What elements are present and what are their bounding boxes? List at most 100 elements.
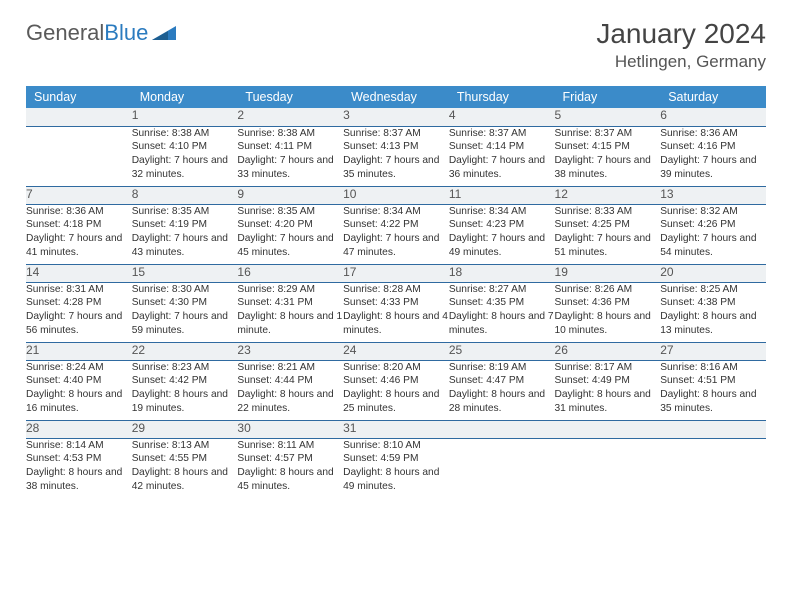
sunrise-text: Sunrise: 8:34 AM xyxy=(343,205,449,219)
day-number: 7 xyxy=(26,186,132,204)
day-number: 13 xyxy=(660,186,766,204)
daylight-text: Daylight: 8 hours and 19 minutes. xyxy=(132,388,238,416)
day-number: 31 xyxy=(343,420,449,438)
daylight-text: Daylight: 8 hours and 10 minutes. xyxy=(555,310,661,338)
day-number: 15 xyxy=(132,264,238,282)
day-number-row: 28293031 xyxy=(26,420,766,438)
daylight-text: Daylight: 7 hours and 43 minutes. xyxy=(132,232,238,260)
day-number: 4 xyxy=(449,108,555,126)
day-number: 28 xyxy=(26,420,132,438)
sunrise-text: Sunrise: 8:26 AM xyxy=(555,283,661,297)
sunset-text: Sunset: 4:55 PM xyxy=(132,452,238,466)
sunset-text: Sunset: 4:35 PM xyxy=(449,296,555,310)
weekday-header: Thursday xyxy=(449,86,555,108)
day-cell xyxy=(660,438,766,498)
sunrise-text: Sunrise: 8:10 AM xyxy=(343,439,449,453)
daylight-text: Daylight: 8 hours and 7 minutes. xyxy=(449,310,555,338)
sunset-text: Sunset: 4:36 PM xyxy=(555,296,661,310)
day-cell: Sunrise: 8:24 AMSunset: 4:40 PMDaylight:… xyxy=(26,360,132,420)
weekday-header: Monday xyxy=(132,86,238,108)
sunset-text: Sunset: 4:20 PM xyxy=(237,218,343,232)
sunrise-text: Sunrise: 8:28 AM xyxy=(343,283,449,297)
sunset-text: Sunset: 4:44 PM xyxy=(237,374,343,388)
daylight-text: Daylight: 7 hours and 33 minutes. xyxy=(237,154,343,182)
day-cell xyxy=(555,438,661,498)
day-number: 17 xyxy=(343,264,449,282)
day-number xyxy=(660,420,766,438)
sunset-text: Sunset: 4:47 PM xyxy=(449,374,555,388)
daylight-text: Daylight: 8 hours and 35 minutes. xyxy=(660,388,766,416)
daylight-text: Daylight: 7 hours and 59 minutes. xyxy=(132,310,238,338)
day-cell: Sunrise: 8:16 AMSunset: 4:51 PMDaylight:… xyxy=(660,360,766,420)
day-number: 10 xyxy=(343,186,449,204)
sunset-text: Sunset: 4:16 PM xyxy=(660,140,766,154)
daylight-text: Daylight: 8 hours and 4 minutes. xyxy=(343,310,449,338)
sunset-text: Sunset: 4:30 PM xyxy=(132,296,238,310)
sunrise-text: Sunrise: 8:35 AM xyxy=(132,205,238,219)
sunset-text: Sunset: 4:33 PM xyxy=(343,296,449,310)
daylight-text: Daylight: 8 hours and 22 minutes. xyxy=(237,388,343,416)
day-cell: Sunrise: 8:20 AMSunset: 4:46 PMDaylight:… xyxy=(343,360,449,420)
sunrise-text: Sunrise: 8:37 AM xyxy=(343,127,449,141)
day-number: 8 xyxy=(132,186,238,204)
day-cell: Sunrise: 8:10 AMSunset: 4:59 PMDaylight:… xyxy=(343,438,449,498)
day-cell: Sunrise: 8:35 AMSunset: 4:20 PMDaylight:… xyxy=(237,204,343,264)
sunset-text: Sunset: 4:18 PM xyxy=(26,218,132,232)
daylight-text: Daylight: 7 hours and 36 minutes. xyxy=(449,154,555,182)
sunrise-text: Sunrise: 8:30 AM xyxy=(132,283,238,297)
day-number xyxy=(449,420,555,438)
day-number: 14 xyxy=(26,264,132,282)
day-number: 29 xyxy=(132,420,238,438)
day-cell: Sunrise: 8:37 AMSunset: 4:15 PMDaylight:… xyxy=(555,126,661,186)
sunrise-text: Sunrise: 8:25 AM xyxy=(660,283,766,297)
daylight-text: Daylight: 8 hours and 42 minutes. xyxy=(132,466,238,494)
day-cell: Sunrise: 8:31 AMSunset: 4:28 PMDaylight:… xyxy=(26,282,132,342)
day-cell: Sunrise: 8:21 AMSunset: 4:44 PMDaylight:… xyxy=(237,360,343,420)
day-number: 6 xyxy=(660,108,766,126)
sunset-text: Sunset: 4:19 PM xyxy=(132,218,238,232)
sunset-text: Sunset: 4:38 PM xyxy=(660,296,766,310)
sunrise-text: Sunrise: 8:33 AM xyxy=(555,205,661,219)
day-content-row: Sunrise: 8:36 AMSunset: 4:18 PMDaylight:… xyxy=(26,204,766,264)
day-content-row: Sunrise: 8:24 AMSunset: 4:40 PMDaylight:… xyxy=(26,360,766,420)
day-number: 11 xyxy=(449,186,555,204)
day-content-row: Sunrise: 8:38 AMSunset: 4:10 PMDaylight:… xyxy=(26,126,766,186)
day-number: 12 xyxy=(555,186,661,204)
day-number-row: 78910111213 xyxy=(26,186,766,204)
day-cell: Sunrise: 8:32 AMSunset: 4:26 PMDaylight:… xyxy=(660,204,766,264)
day-cell: Sunrise: 8:38 AMSunset: 4:10 PMDaylight:… xyxy=(132,126,238,186)
sunset-text: Sunset: 4:40 PM xyxy=(26,374,132,388)
brand-part1: General xyxy=(26,20,104,46)
month-title: January 2024 xyxy=(596,18,766,50)
day-number: 30 xyxy=(237,420,343,438)
day-cell: Sunrise: 8:36 AMSunset: 4:16 PMDaylight:… xyxy=(660,126,766,186)
weekday-header: Wednesday xyxy=(343,86,449,108)
day-number: 20 xyxy=(660,264,766,282)
daylight-text: Daylight: 7 hours and 47 minutes. xyxy=(343,232,449,260)
daylight-text: Daylight: 7 hours and 41 minutes. xyxy=(26,232,132,260)
daylight-text: Daylight: 7 hours and 56 minutes. xyxy=(26,310,132,338)
brand-part2: Blue xyxy=(104,20,148,46)
day-cell: Sunrise: 8:19 AMSunset: 4:47 PMDaylight:… xyxy=(449,360,555,420)
sunrise-text: Sunrise: 8:34 AM xyxy=(449,205,555,219)
sunset-text: Sunset: 4:31 PM xyxy=(237,296,343,310)
day-number: 25 xyxy=(449,342,555,360)
sunrise-text: Sunrise: 8:37 AM xyxy=(555,127,661,141)
daylight-text: Daylight: 7 hours and 35 minutes. xyxy=(343,154,449,182)
sunrise-text: Sunrise: 8:16 AM xyxy=(660,361,766,375)
daylight-text: Daylight: 8 hours and 49 minutes. xyxy=(343,466,449,494)
sunrise-text: Sunrise: 8:36 AM xyxy=(660,127,766,141)
day-number: 21 xyxy=(26,342,132,360)
sunrise-text: Sunrise: 8:36 AM xyxy=(26,205,132,219)
day-cell: Sunrise: 8:37 AMSunset: 4:13 PMDaylight:… xyxy=(343,126,449,186)
day-number xyxy=(555,420,661,438)
daylight-text: Daylight: 8 hours and 1 minute. xyxy=(237,310,343,338)
sunset-text: Sunset: 4:13 PM xyxy=(343,140,449,154)
day-number: 3 xyxy=(343,108,449,126)
sunrise-text: Sunrise: 8:24 AM xyxy=(26,361,132,375)
sunrise-text: Sunrise: 8:38 AM xyxy=(132,127,238,141)
sunrise-text: Sunrise: 8:31 AM xyxy=(26,283,132,297)
weekday-header: Sunday xyxy=(26,86,132,108)
sunset-text: Sunset: 4:10 PM xyxy=(132,140,238,154)
daylight-text: Daylight: 7 hours and 51 minutes. xyxy=(555,232,661,260)
